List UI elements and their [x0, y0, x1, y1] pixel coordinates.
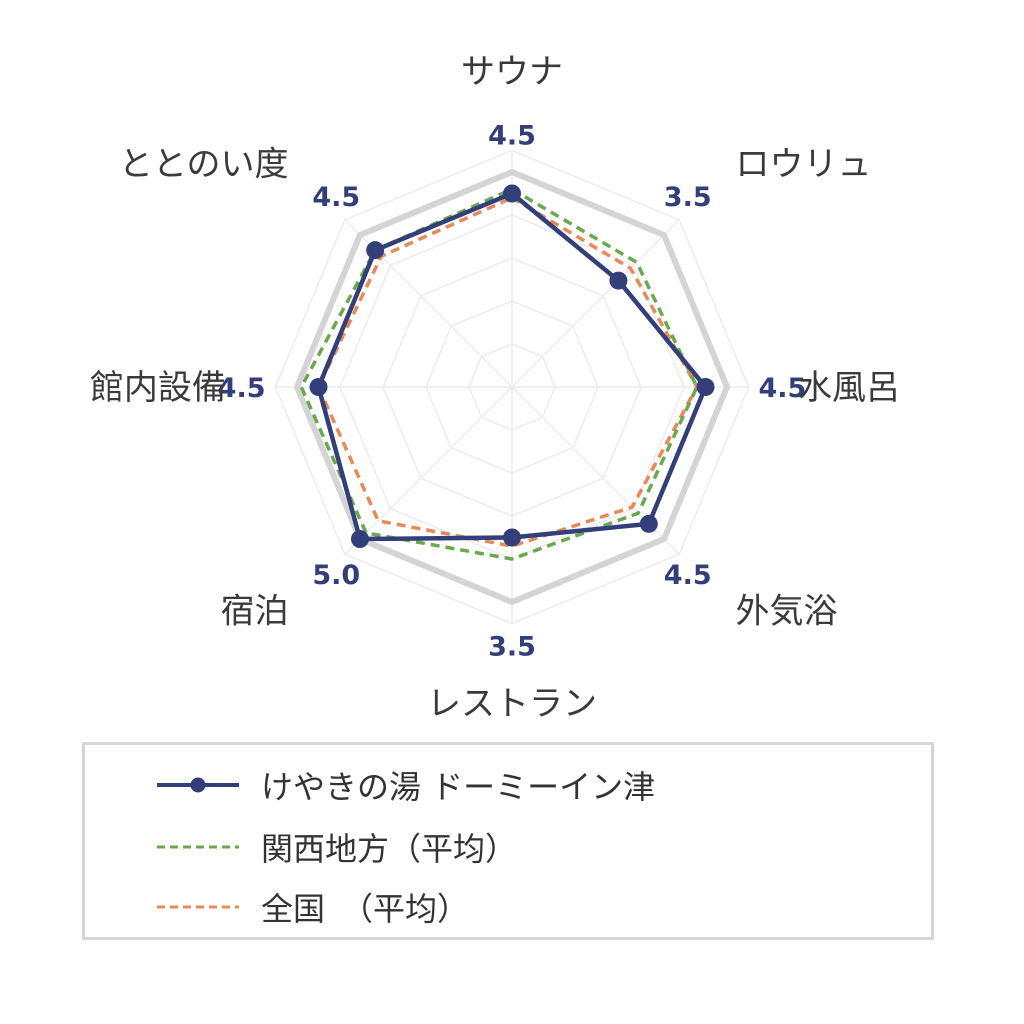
category-label-2: ロウリュ — [735, 145, 871, 185]
category-label-8: ととのい度 — [119, 145, 289, 185]
series-1-point-2 — [609, 271, 628, 290]
value-label-2: 3.5 — [664, 182, 712, 213]
category-label-7: 館内設備 — [90, 368, 226, 408]
series-1-point-6 — [350, 530, 369, 549]
series-1-point-1 — [503, 184, 521, 203]
value-label-4: 4.5 — [664, 560, 712, 591]
legend-label-2: 関西地方（平均） — [261, 830, 518, 868]
legend-label-1: けやきの湯 ドーミーイン津 — [261, 768, 656, 806]
value-label-7: 4.5 — [218, 373, 266, 404]
legend-swatch-orange-dashed — [157, 905, 239, 909]
series-line-3 — [316, 196, 699, 548]
radar-labels: 4.5 3.5 4.5 4.5 3.5 5.0 4.5 4.5 サウナロウリュ水風呂外気浴レスト… — [90, 52, 900, 724]
category-label-4: 外気浴 — [735, 591, 837, 631]
legend-label-3: 全国 （平均） — [261, 890, 470, 928]
radar-chart: 4.5 3.5 4.5 4.5 3.5 5.0 4.5 4.5 サウナロウリュ水風呂外気浴レスト… — [90, 52, 900, 724]
value-label-3: 4.5 — [759, 373, 807, 404]
category-label-6: 宿泊 — [221, 591, 289, 631]
legend-swatch-green-dashed — [157, 845, 239, 849]
series-1-point-7 — [309, 378, 328, 396]
value-label-5: 3.5 — [488, 632, 536, 663]
series-1-point-5 — [503, 528, 521, 547]
max-score-ring — [294, 169, 730, 605]
legend-swatch-solid-marker — [157, 777, 239, 793]
category-label-5: レストラン — [427, 684, 597, 724]
radar-grid — [274, 149, 750, 625]
radar-series — [299, 184, 715, 561]
series-1-point-4 — [639, 514, 658, 533]
value-label-1: 4.5 — [488, 121, 536, 152]
grid-spoke-6 — [344, 386, 513, 555]
value-label-6: 5.0 — [312, 560, 360, 591]
series-1-point-3 — [696, 378, 715, 396]
grid-spoke-2 — [511, 219, 680, 388]
legend: けやきの湯 ドーミーイン津 関西地方（平均） 全国 （平均） — [82, 742, 934, 940]
value-label-8: 4.5 — [312, 182, 360, 213]
series-line-2 — [299, 187, 699, 561]
series-1-point-8 — [366, 241, 385, 260]
category-label-3: 水風呂 — [798, 368, 900, 408]
category-label-1: サウナ — [461, 52, 563, 92]
